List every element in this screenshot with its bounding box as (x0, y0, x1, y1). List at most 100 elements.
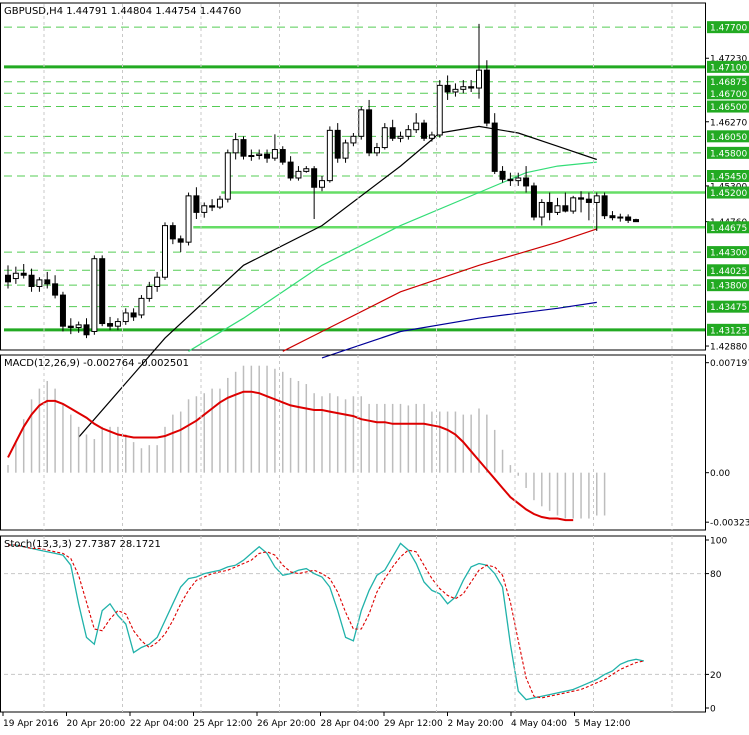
candle-body (6, 275, 11, 282)
price-level-tag-label: 1.44675 (710, 224, 747, 234)
candle-body (586, 199, 591, 202)
candle-body (76, 325, 81, 328)
candle-body (610, 216, 615, 218)
candle-body (92, 259, 97, 332)
candle-body (210, 206, 215, 207)
candle-body (320, 181, 325, 188)
candle-body (500, 171, 505, 179)
candle-body (225, 153, 230, 199)
price-level-tag-label: 1.45200 (710, 189, 747, 199)
candle-body (484, 70, 489, 123)
candle-body (265, 154, 270, 158)
candle-body (37, 280, 42, 287)
macd-tick-label: 0.00 (710, 469, 730, 479)
candle-body (579, 198, 584, 199)
candle-body (186, 196, 191, 242)
time-tick-label: 28 Apr 04:00 (321, 719, 380, 729)
candle (139, 295, 144, 318)
time-tick-label: 20 Apr 20:00 (67, 719, 126, 729)
candle-body (571, 198, 576, 211)
time-tick-label: 25 Apr 12:00 (194, 719, 253, 729)
time-tick-label: 4 May 04:00 (511, 719, 567, 729)
candle-body (594, 196, 599, 203)
candle-body (602, 196, 607, 216)
candle-body (335, 130, 340, 158)
candle-body (155, 277, 160, 286)
candle-body (139, 298, 144, 315)
candle-body (618, 217, 623, 218)
price-level-tag-label: 1.47700 (710, 24, 747, 34)
price-level-tag-label: 1.47100 (710, 63, 747, 73)
candle-body (29, 275, 34, 286)
candle-body (626, 217, 631, 220)
candle-body (390, 128, 395, 139)
candle-body (170, 226, 175, 239)
candle-body (508, 179, 513, 180)
candle (484, 60, 489, 126)
candle (241, 136, 246, 159)
candle-body (13, 273, 18, 278)
candle-body (343, 143, 348, 158)
candle-body (414, 123, 419, 130)
price-level-tag-label: 1.46700 (710, 90, 747, 100)
candle-body (469, 87, 474, 88)
candle-body (524, 178, 529, 186)
candle-body (539, 202, 544, 217)
price-level-tag-label: 1.45800 (710, 149, 747, 159)
candle (327, 126, 332, 182)
candle-body (108, 324, 113, 327)
candle-body (453, 89, 458, 92)
time-tick-label: 2 May 20:00 (448, 719, 504, 729)
stoch-tick-label: 0 (710, 705, 716, 715)
candle-body (280, 150, 285, 163)
candle-body (312, 169, 317, 188)
candle-body (257, 154, 262, 155)
candle (422, 120, 427, 141)
price-tick-label: 1.46270 (710, 118, 747, 128)
candle-body (194, 196, 199, 213)
price-level-tag-label: 1.43125 (710, 326, 747, 336)
candle-body (21, 273, 26, 275)
price-level-tag-label: 1.44025 (710, 267, 747, 277)
candle (163, 222, 168, 280)
time-tick-label: 26 Apr 20:00 (257, 719, 316, 729)
candle-body (84, 325, 89, 335)
candle-body (555, 206, 560, 213)
stoch-tick-label: 80 (710, 570, 722, 580)
candle-body (45, 280, 50, 284)
macd-tick-label: 0.007197 (710, 359, 749, 369)
candle-body (115, 322, 120, 327)
candle-body (445, 85, 450, 92)
candle (186, 193, 191, 246)
price-tick-label: 1.42880 (710, 343, 747, 353)
stoch-panel-header: Stoch(13,3,3) 27.7387 28.1721 (4, 539, 161, 550)
candle-body (123, 313, 128, 322)
candle-body (327, 130, 332, 180)
candle-body (359, 110, 364, 136)
candle (92, 255, 97, 334)
price-level-tag-label: 1.46500 (710, 103, 747, 113)
candle-body (249, 155, 254, 156)
candle (531, 183, 536, 221)
candle-body (304, 169, 309, 172)
candle-body (217, 199, 222, 207)
candle-body (563, 206, 568, 211)
candle-body (60, 295, 65, 326)
candle-body (202, 206, 207, 213)
candle-body (547, 202, 552, 212)
time-tick-label: 5 May 12:00 (575, 719, 631, 729)
candle-body (272, 150, 277, 159)
stoch-tick-label: 100 (710, 537, 727, 547)
candle-body (233, 140, 238, 153)
candle-body (461, 87, 466, 90)
candle (100, 255, 105, 326)
candle-body (406, 130, 411, 137)
candle-body (516, 178, 521, 181)
candle-body (374, 148, 379, 153)
candle-body (351, 136, 356, 143)
candle-body (131, 313, 136, 317)
time-tick-label: 29 Apr 12:00 (384, 719, 443, 729)
price-level-tag-label: 1.44300 (710, 249, 747, 259)
candle-body (296, 171, 301, 178)
price-level-tag-label: 1.45450 (710, 173, 747, 183)
